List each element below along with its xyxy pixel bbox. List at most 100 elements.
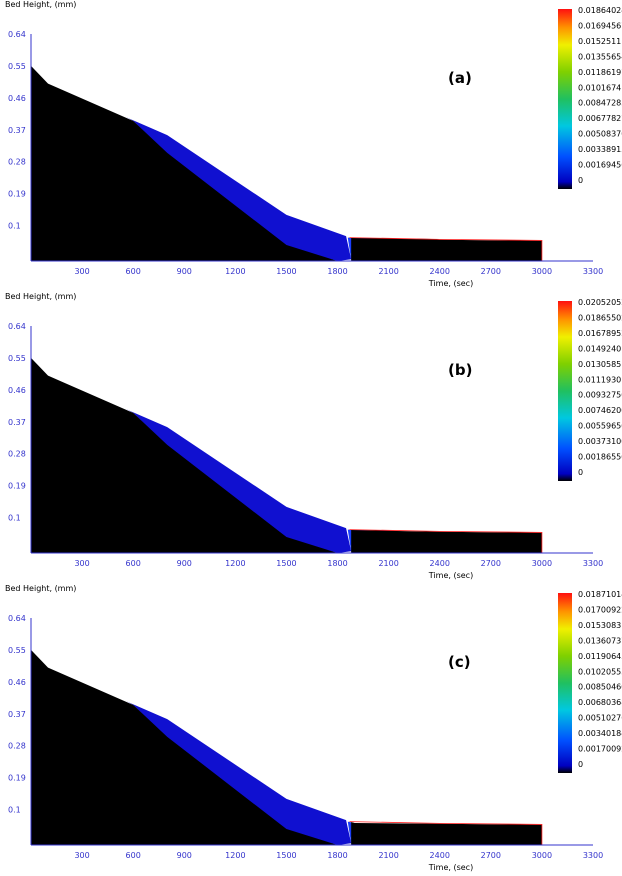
colorbar [558,301,572,481]
bed-body [31,65,352,261]
colorbar-label: 0.01355654 [578,52,622,61]
x-tick-label: 1800 [327,267,347,276]
y-tick-label: 0.19 [8,190,26,199]
panel-b: Bed Height, (mm) (b) 300 600 900 1200 1500 18… [0,292,622,584]
y-tick-label: 0.55 [8,62,26,71]
bed-body [31,649,352,845]
x-tick-label: 2400 [430,267,450,276]
colorbar-label: 0.01678952 [578,329,622,338]
panel-c: Bed Height, (mm) (c) 300 600 900 1200 1500 18… [0,584,622,876]
x-tick-label: 300 [74,851,89,860]
x-tick-label: 3000 [532,559,552,568]
x-tick-label: 3300 [583,267,603,276]
colorbar-label: 0.00850460 [578,683,622,692]
x-tick-label: 2700 [481,559,501,568]
colorbar-label: 0.01186197 [578,68,622,77]
bed-profile-line [349,529,543,553]
y-tick-label: 0.37 [8,418,26,427]
colorbar-label: 0.01190645 [578,652,622,661]
colorbar-label: 0.00340184 [578,729,622,738]
concentration-band [126,701,352,845]
colorbar-label: 0.01864024 [578,6,622,15]
colorbar-label: 0.01525111 [578,37,622,46]
y-tick-label: 0.64 [8,322,26,331]
y-tick-label: 0.19 [8,482,26,491]
x-tick-label: 900 [177,851,192,860]
x-tick-label: 1500 [276,851,296,860]
y-tick-label: 0.55 [8,354,26,363]
colorbar-label: 0.00510276 [578,714,622,723]
colorbar-label: 0.00508370 [578,130,622,139]
y-tick-label: 0.64 [8,30,26,39]
colorbar-label: 0.01871014 [578,590,622,599]
concentration-band [126,409,352,553]
chart-c-svg: 300 600 900 1200 1500 1800 2100 2400 2700 3000 330… [8,590,622,872]
bed-flat [351,529,542,553]
x-axis-label: Time, (sec) [428,571,473,580]
x-tick-label: 300 [74,559,89,568]
x-tick-label: 600 [126,267,141,276]
colorbar-label: 0.00677827 [578,114,622,123]
y-tick-label: 0.46 [8,94,26,103]
y-axis-label: Bed Height, (mm) [5,292,77,301]
colorbar-label: 0 [578,760,583,769]
y-tick-label: 0.1 [8,806,21,815]
x-tick-label: 1200 [225,267,245,276]
bed-flat [351,237,542,261]
y-tick-label: 0.46 [8,386,26,395]
colorbar-label: 0.00932750 [578,391,622,400]
colorbar-label: 0.00338913 [578,145,622,154]
x-tick-label: 2400 [430,851,450,860]
x-tick-label: 1500 [276,559,296,568]
colorbar-label: 0.01119301 [578,375,622,384]
x-tick-label: 1200 [225,559,245,568]
y-tick-label: 0.1 [8,222,21,231]
y-tick-label: 0.28 [8,742,26,751]
x-tick-label: 300 [74,267,89,276]
x-tick-label: 2700 [481,851,501,860]
y-tick-label: 0.37 [8,126,26,135]
x-axis-label: Time, (sec) [428,863,473,872]
x-tick-label: 3000 [532,851,552,860]
bed-profile-line [349,237,543,261]
x-tick-label: 1800 [327,559,347,568]
colorbar-label: 0.01492401 [578,344,622,353]
panel-label: (a) [448,69,472,87]
x-tick-label: 2100 [378,559,398,568]
colorbar-label: 0.00169456 [578,161,622,170]
colorbar-label: 0.00746200 [578,406,622,415]
bed-profile-line [349,821,543,845]
colorbar-label: 0.0101674 [578,83,621,92]
colorbar-label: 0.00680368 [578,698,622,707]
y-tick-label: 0.64 [8,614,26,623]
x-tick-label: 2700 [481,267,501,276]
panel-label: (c) [448,653,471,671]
y-tick-label: 0.28 [8,158,26,167]
colorbar-label: 0 [578,468,583,477]
bed-flat [351,821,542,845]
colorbar-label: 0.01360737 [578,636,622,645]
panel-label: (b) [448,361,473,379]
chart-a-svg: 300 600 900 1200 1500 1800 2100 2400 2700 3000 330… [8,6,622,288]
x-tick-label: 600 [126,559,141,568]
x-tick-label: 900 [177,267,192,276]
colorbar-label: 0.00170092 [578,745,622,754]
bed-body [31,357,352,553]
y-tick-label: 0.55 [8,646,26,655]
colorbar-label: 0 [578,176,583,185]
x-tick-label: 900 [177,559,192,568]
colorbar-label: 0.00559650 [578,422,622,431]
x-tick-label: 2100 [378,851,398,860]
x-tick-label: 2100 [378,267,398,276]
colorbar-label: 0.01700922 [578,605,622,614]
x-tick-label: 3300 [583,851,603,860]
colorbar-label: 0.01305851 [578,360,622,369]
x-tick-label: 1500 [276,267,296,276]
colorbar-label: 0.01020553 [578,667,622,676]
y-tick-label: 0.37 [8,710,26,719]
x-tick-label: 3000 [532,267,552,276]
x-axis-label: Time, (sec) [428,279,473,288]
x-tick-label: 3300 [583,559,603,568]
y-axis-label: Bed Height, (mm) [5,584,77,593]
panel-a: Bed Height, (mm) (a) 300 600 900 1200 1500 18… [0,0,622,292]
